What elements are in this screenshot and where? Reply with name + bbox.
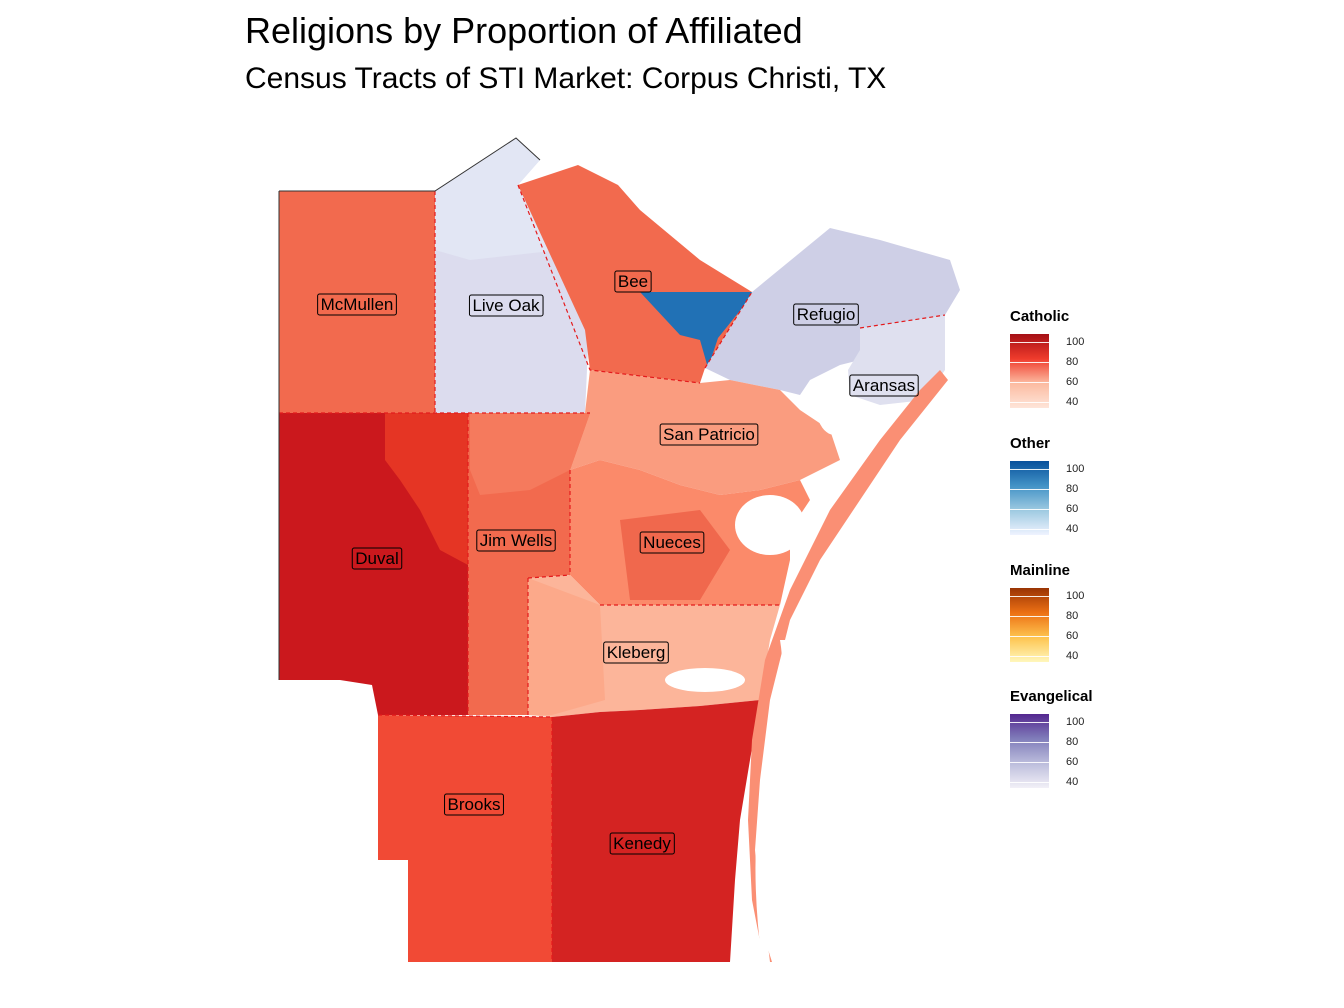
county-label-box [317,293,397,316]
legend-tickmark [1010,782,1049,783]
county-label-text: Duval [355,549,398,568]
legend-title: Mainline [1010,562,1071,579]
barrier-island [748,370,948,962]
legend-tickmark [1010,342,1049,343]
county-kenedy [552,700,760,962]
county-label-text: McMullen [321,295,394,314]
county-label-live-oak: Live Oak [468,294,544,317]
county-san-patricio [570,370,840,495]
legend-tickmark [1010,469,1049,470]
legend-tickmark [1010,382,1049,383]
legend-tick: 80 [1066,610,1079,622]
legend-tickmark [1010,402,1049,403]
legend-tickmark [1010,656,1049,657]
legend-tick: 60 [1066,376,1079,388]
county-label-aransas: Aransas [849,374,919,397]
legend-tickmark [1010,616,1049,617]
county-label-text: San Patricio [663,425,755,444]
county-label-box [351,547,403,570]
county-label-san-patricio: San Patricio [659,423,759,446]
county-label-text: Kenedy [613,834,671,853]
county-label-brooks: Brooks [444,793,504,816]
map-title: Religions by Proportion of Affiliated [245,10,803,51]
legend-tickmark [1010,636,1049,637]
county-label-nueces: Nueces [639,531,705,554]
county-label-text: Refugio [797,305,856,324]
county-label-duval: Duval [351,547,403,570]
county-brooks [378,715,552,962]
county-mcmullen [279,191,435,413]
county-label-box [849,374,919,397]
legend-tick: 60 [1066,503,1079,515]
legend-tickmark [1010,742,1049,743]
legend-tick: 100 [1066,463,1085,475]
legend-tick: 40 [1066,650,1079,662]
legend-tick: 100 [1066,716,1085,728]
legend-tick: 100 [1066,590,1085,602]
legend-title: Other [1010,435,1051,452]
legend-tick: 80 [1066,736,1079,748]
map-subtitle: Census Tracts of STI Market: Corpus Chri… [245,62,887,95]
county-refugio [705,228,960,395]
legend-tickmark [1010,529,1049,530]
county-label-box [639,531,705,554]
legend-mainline: Mainline 100 80 60 40 [1010,562,1130,672]
legend-colorbar [1010,334,1049,408]
legend-tickmark [1010,722,1049,723]
legend-tick: 40 [1066,523,1079,535]
county-label-jim-wells: Jim Wells [476,529,556,552]
county-label-box [476,529,556,552]
legend-catholic: Catholic 100 80 60 40 [1010,308,1130,418]
county-label-text: Jim Wells [480,531,552,550]
county-label-text: Live Oak [472,296,540,315]
legend-other: Other 100 80 60 40 [1010,435,1130,545]
legend-tick: 80 [1066,356,1079,368]
county-borders [279,184,946,962]
legend-tick: 100 [1066,336,1085,348]
legend-tick: 80 [1066,483,1079,495]
legend-tick: 60 [1066,630,1079,642]
legend-colorbar [1010,588,1049,662]
county-label-kenedy: Kenedy [609,832,675,855]
county-label-box [468,294,544,317]
legend-colorbar [1010,714,1049,788]
county-label-bee: Bee [614,270,652,293]
county-label-box [793,303,859,326]
county-label-text: Bee [618,272,648,291]
corpus-christi-bay [735,495,805,555]
outer-boundary [278,137,541,680]
legend-tickmark [1010,596,1049,597]
county-label-text: Nueces [643,533,701,552]
legend-title: Evangelical [1010,688,1093,705]
county-label-mcmullen: McMullen [317,293,397,316]
legend-tick: 40 [1066,396,1079,408]
legend-tick: 40 [1066,776,1079,788]
legend-evangelical: Evangelical 100 80 60 40 [1010,688,1130,798]
legend-colorbar [1010,461,1049,535]
county-label-box [614,270,652,293]
legend-tick: 60 [1066,756,1079,768]
county-label-box [444,793,504,816]
county-aransas [848,315,945,405]
county-label-text: Brooks [448,795,501,814]
legend-tickmark [1010,362,1049,363]
county-labels: McMullen Live Oak Bee Refugio Aransas San Pat… [317,270,919,855]
county-label-text: Kleberg [607,643,666,662]
county-label-kleberg: Kleberg [603,641,669,664]
county-label-box [659,423,759,446]
tract-bee-other [640,292,755,368]
legend-title: Catholic [1010,308,1070,325]
county-label-box [609,832,675,855]
county-label-text: Aransas [853,376,915,395]
county-label-box [603,641,669,664]
legend-tickmark [1010,489,1049,490]
legend-tickmark [1010,509,1049,510]
county-label-refugio: Refugio [793,303,859,326]
legend-tickmark [1010,762,1049,763]
